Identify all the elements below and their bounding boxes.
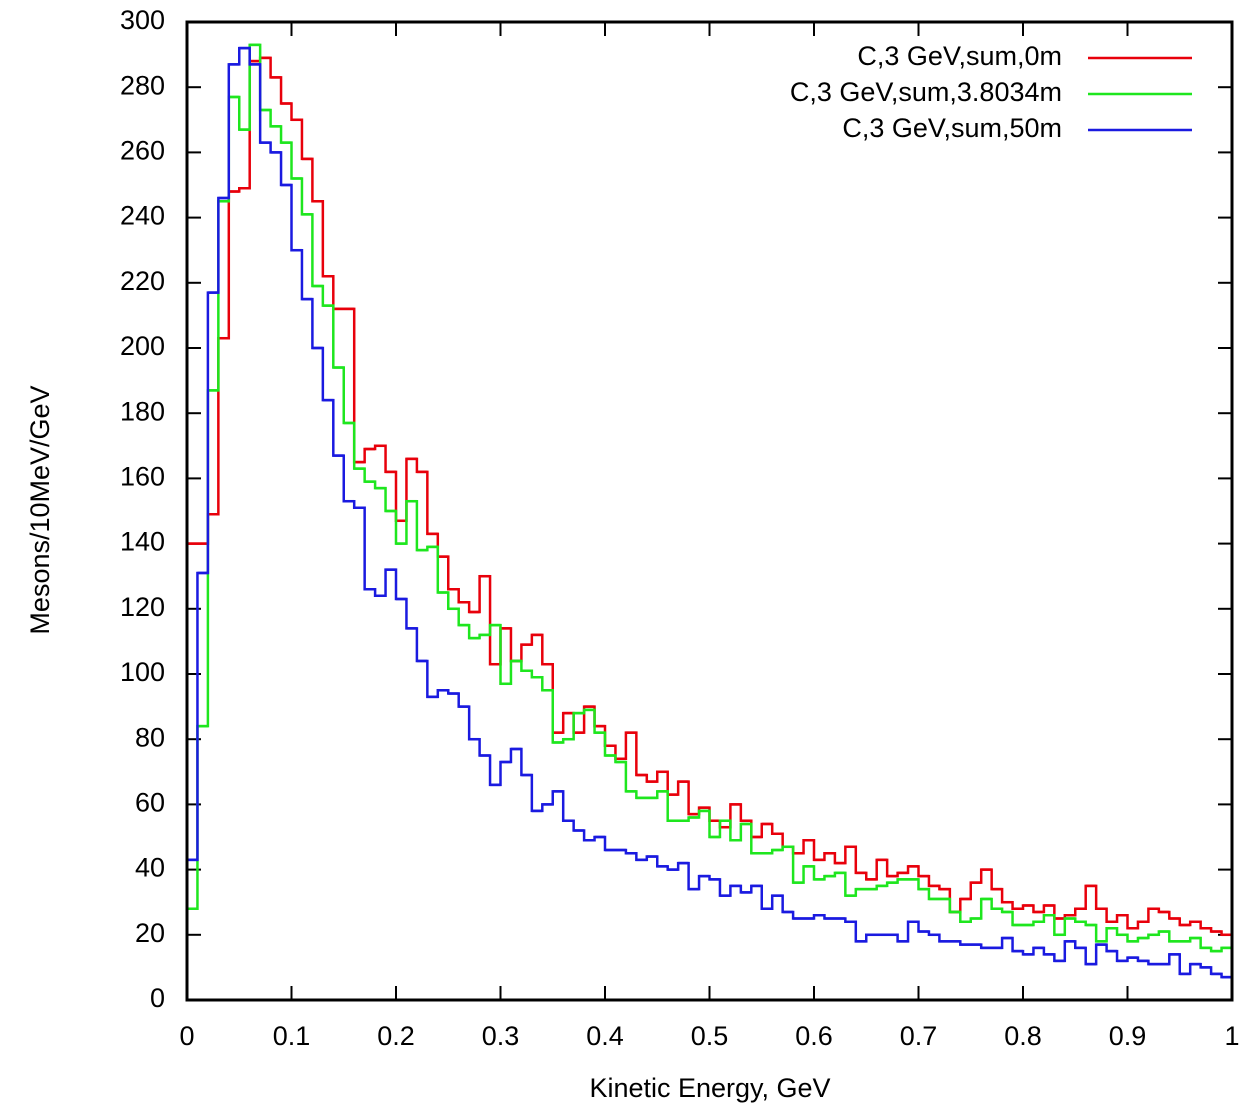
y-tick-label: 240 [120, 201, 165, 231]
x-tick-label: 0.3 [482, 1021, 520, 1051]
x-tick-label: 0.7 [900, 1021, 938, 1051]
x-axis-label: Kinetic Energy, GeV [589, 1073, 830, 1103]
y-tick-label: 160 [120, 462, 165, 492]
y-tick-label: 280 [120, 70, 165, 100]
x-tick-label: 0.9 [1109, 1021, 1147, 1051]
x-tick-label: 0.4 [586, 1021, 624, 1051]
histogram-outline [185, 43, 1232, 1000]
x-tick-label: 0.8 [1004, 1021, 1042, 1051]
x-tick-label: 0.1 [273, 1021, 311, 1051]
x-tick-label: 0.2 [377, 1021, 415, 1051]
y-tick-label: 220 [120, 266, 165, 296]
y-tick-label: 80 [135, 722, 165, 752]
y-tick-label: 140 [120, 527, 165, 557]
legend-label: C,3 GeV,sum,0m [857, 41, 1062, 71]
x-tick-label: 0.5 [691, 1021, 729, 1051]
plot-frame [185, 20, 1234, 1002]
y-tick-label: 100 [120, 657, 165, 687]
y-tick-label: 40 [135, 853, 165, 883]
legend-label: C,3 GeV,sum,50m [842, 113, 1062, 143]
legend-label: C,3 GeV,sum,3.8034m [790, 77, 1062, 107]
x-tick-label: 0 [179, 1021, 194, 1051]
y-tick-label: 180 [120, 396, 165, 426]
y-tick-label: 120 [120, 592, 165, 622]
histogram-outline [185, 56, 1232, 1000]
histogram-outline [185, 46, 1232, 1000]
y-tick-label: 200 [120, 331, 165, 361]
y-tick-label: 20 [135, 918, 165, 948]
y-axis-label: Mesons/10MeV/GeV [25, 385, 55, 634]
y-tick-label: 300 [120, 5, 165, 35]
y-tick-label: 0 [150, 983, 165, 1013]
y-tick-label: 260 [120, 136, 165, 166]
x-tick-label: 1 [1224, 1021, 1239, 1051]
y-tick-label: 60 [135, 788, 165, 818]
x-tick-label: 0.6 [795, 1021, 833, 1051]
